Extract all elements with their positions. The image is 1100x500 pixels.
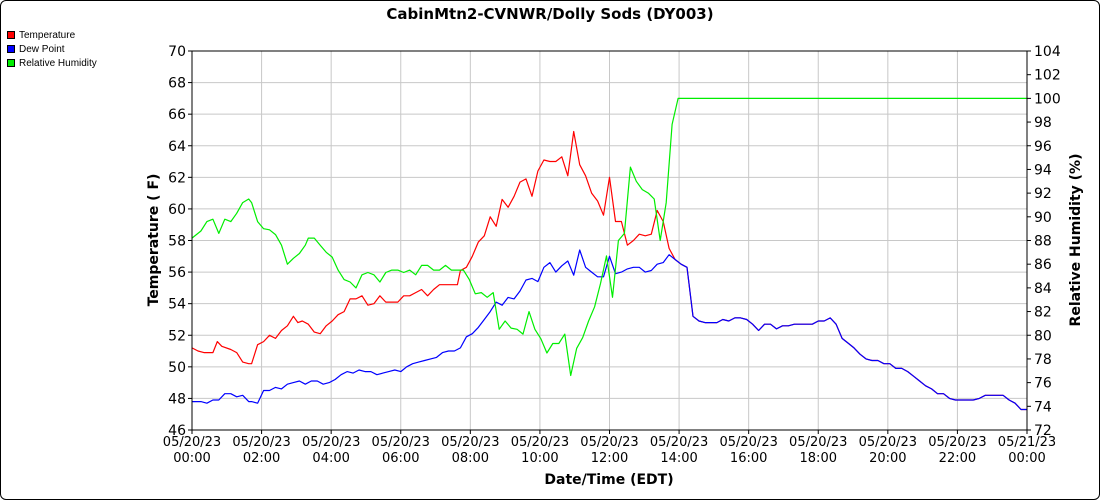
y-tick-label: 70 xyxy=(168,44,186,60)
series-line-dew-point xyxy=(192,249,1027,411)
x-tick-date: 05/20/23 xyxy=(650,435,708,450)
x-tick-time: 22:00 xyxy=(939,451,976,466)
chart-title: CabinMtn2-CVNWR/Dolly Sods (DY003) xyxy=(386,5,714,23)
y2-tick-label: 84 xyxy=(1034,281,1052,297)
x-tick-date: 05/20/23 xyxy=(302,435,360,450)
y2-tick-label: 76 xyxy=(1034,376,1052,392)
y-tick-label: 48 xyxy=(168,391,186,407)
y2-tick-label: 90 xyxy=(1034,210,1052,226)
legend-item-temperature: Temperature xyxy=(7,28,97,42)
legend-swatch-relative-humidity xyxy=(7,59,15,67)
tick-labels: 46 48 50 52 54 56 58 60 62 64 66 68 70 72 74 76 78 80 82 84… xyxy=(163,44,1061,466)
x-tick-date: 05/20/23 xyxy=(441,435,499,450)
y-tick-label: 46 xyxy=(168,423,186,439)
plot-frame xyxy=(188,50,1031,434)
y2-tick-label: 100 xyxy=(1034,91,1061,107)
y-tick-label: 64 xyxy=(168,139,186,155)
x-tick-time: 14:00 xyxy=(660,451,697,466)
legend-item-dew-point: Dew Point xyxy=(7,42,97,56)
x-tick-time: 04:00 xyxy=(312,451,349,466)
x-tick-time: 20:00 xyxy=(869,451,906,466)
y2-tick-label: 78 xyxy=(1034,352,1052,368)
y2-tick-label: 86 xyxy=(1034,257,1052,273)
y2-tick-label: 72 xyxy=(1034,423,1052,439)
x-tick-date: 05/20/23 xyxy=(232,435,290,450)
x-tick-time: 02:00 xyxy=(243,451,280,466)
y-tick-label: 52 xyxy=(168,328,186,344)
series-lines xyxy=(191,97,1027,411)
y-tick-label: 68 xyxy=(168,76,186,92)
y-tick-label: 56 xyxy=(168,265,186,281)
x-tick-time: 16:00 xyxy=(730,451,767,466)
y2-tick-label: 96 xyxy=(1034,139,1052,155)
y2-tick-label: 74 xyxy=(1034,399,1052,415)
y-tick-label: 54 xyxy=(168,297,186,313)
legend-label-relative-humidity: Relative Humidity xyxy=(19,57,97,69)
y2-axis-label: Relative Humidity (%) xyxy=(1068,154,1084,327)
x-tick-date: 05/20/23 xyxy=(580,435,638,450)
legend-item-relative-humidity: Relative Humidity xyxy=(7,56,97,70)
x-tick-date: 05/20/23 xyxy=(859,435,917,450)
x-tick-date: 05/20/23 xyxy=(372,435,430,450)
y-tick-label: 62 xyxy=(168,170,186,186)
x-tick-date: 05/21/23 xyxy=(998,435,1056,450)
x-tick-time: 08:00 xyxy=(452,451,489,466)
y-tick-label: 58 xyxy=(168,234,186,250)
y2-tick-label: 82 xyxy=(1034,305,1052,321)
y-tick-label: 66 xyxy=(168,107,186,123)
legend-label-temperature: Temperature xyxy=(19,29,76,41)
plot-border xyxy=(191,50,1028,431)
x-axis-label: Date/Time (EDT) xyxy=(544,472,673,488)
x-tick-time: 00:00 xyxy=(1008,451,1045,466)
x-tick-time: 06:00 xyxy=(382,451,419,466)
y2-tick-label: 98 xyxy=(1034,115,1052,131)
x-tick-date: 05/20/23 xyxy=(789,435,847,450)
y2-tick-label: 80 xyxy=(1034,328,1052,344)
y-axis-label: Temperature ( F) xyxy=(146,174,162,307)
y2-tick-label: 92 xyxy=(1034,186,1052,202)
legend-swatch-dew-point xyxy=(7,45,15,53)
y2-tick-label: 102 xyxy=(1034,68,1061,84)
x-tick-time: 00:00 xyxy=(173,451,210,466)
series-line-relative-humidity xyxy=(191,97,1027,377)
x-tick-date: 05/20/23 xyxy=(928,435,986,450)
y-tick-label: 60 xyxy=(168,202,186,218)
grid-lines xyxy=(191,50,1028,431)
x-tick-time: 12:00 xyxy=(591,451,628,466)
x-tick-time: 18:00 xyxy=(800,451,837,466)
legend-label-dew-point: Dew Point xyxy=(19,43,65,55)
y2-tick-label: 94 xyxy=(1034,162,1052,178)
legend-swatch-temperature xyxy=(7,31,15,39)
legend: Temperature Dew Point Relative Humidity xyxy=(7,28,97,70)
x-tick-time: 10:00 xyxy=(521,451,558,466)
x-tick-date: 05/20/23 xyxy=(511,435,569,450)
y2-tick-label: 88 xyxy=(1034,234,1052,250)
x-tick-date: 05/20/23 xyxy=(163,435,221,450)
y2-tick-label: 104 xyxy=(1034,44,1061,60)
x-tick-date: 05/20/23 xyxy=(719,435,777,450)
y-tick-label: 50 xyxy=(168,360,186,376)
